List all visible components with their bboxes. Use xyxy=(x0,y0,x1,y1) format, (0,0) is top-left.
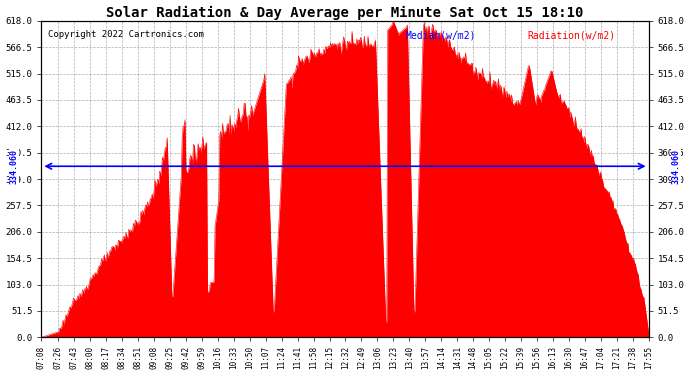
Title: Solar Radiation & Day Average per Minute Sat Oct 15 18:10: Solar Radiation & Day Average per Minute… xyxy=(106,6,584,20)
Text: Median(w/m2): Median(w/m2) xyxy=(406,30,476,40)
Text: 334.060: 334.060 xyxy=(10,149,19,184)
Text: 334.060: 334.060 xyxy=(671,149,680,184)
Text: Radiation(w/m2): Radiation(w/m2) xyxy=(527,30,615,40)
Text: Copyright 2022 Cartronics.com: Copyright 2022 Cartronics.com xyxy=(48,30,204,39)
